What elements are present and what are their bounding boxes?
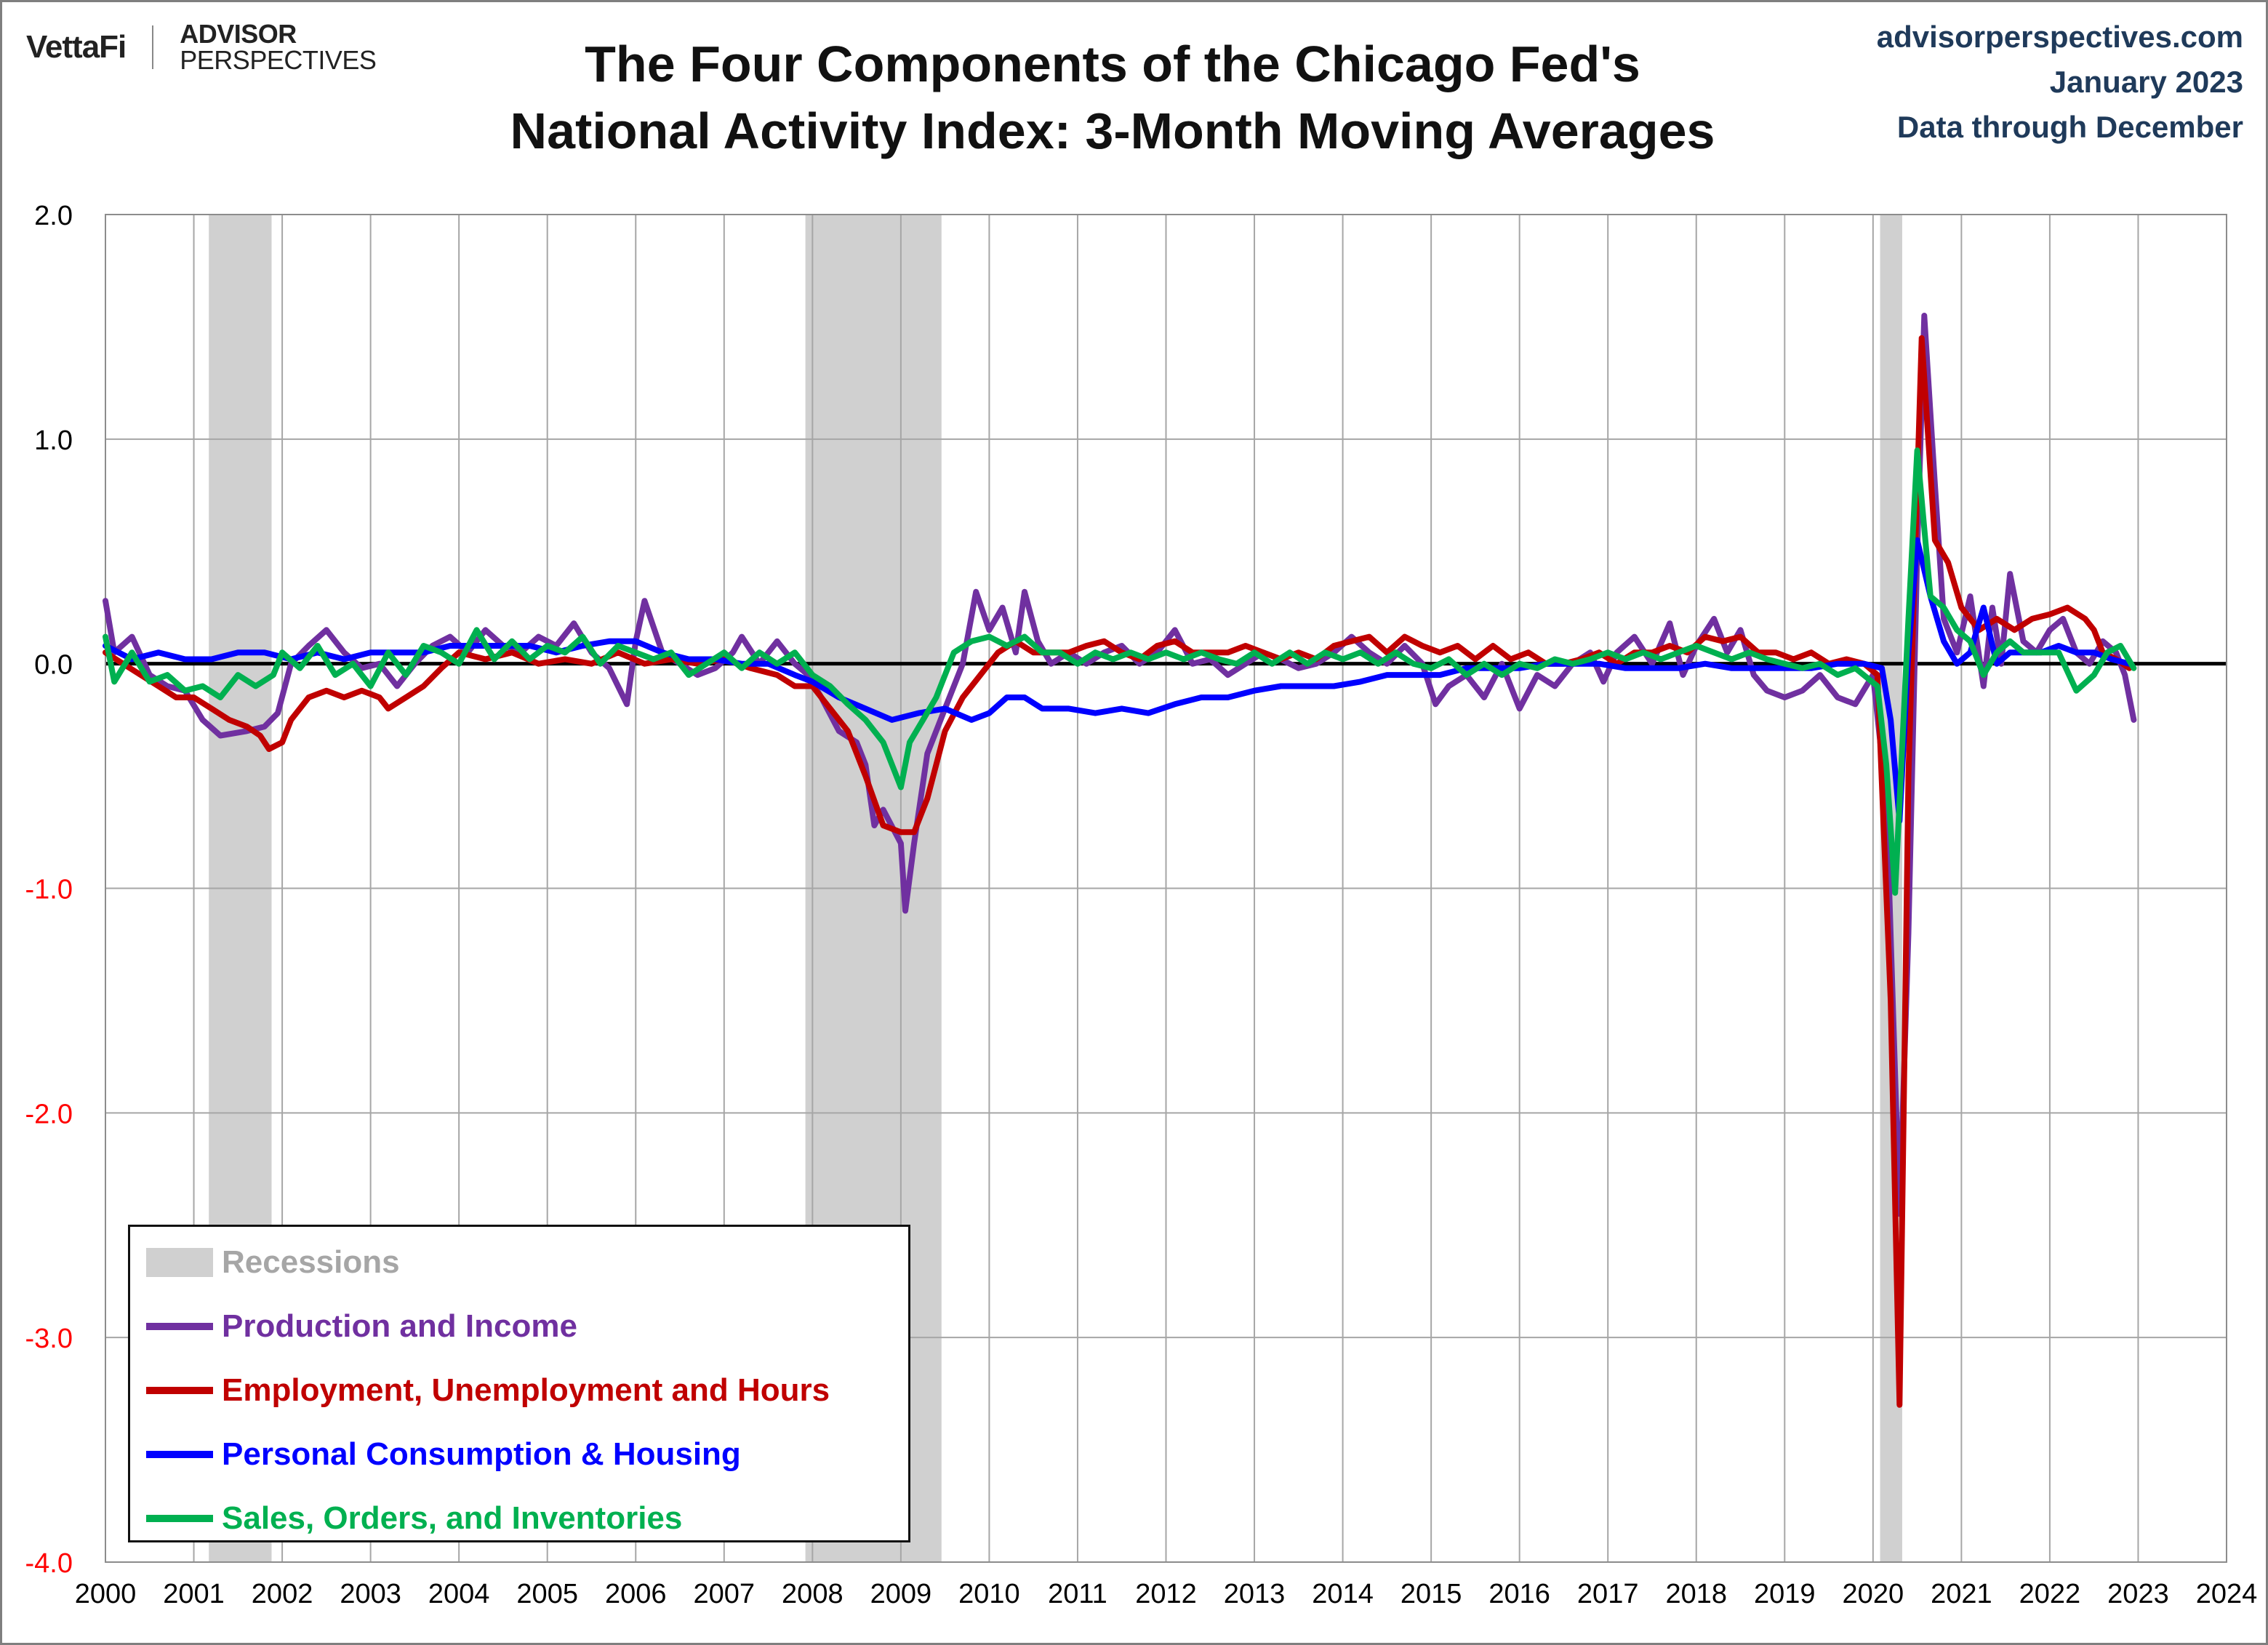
series-line-consumption	[103, 537, 2133, 824]
x-tick-label: 2021	[1931, 1579, 1992, 1609]
legend-item-production: Production and Income	[146, 1301, 577, 1352]
chart-meta: advisorperspectives.com January 2023 Dat…	[1877, 15, 2243, 150]
publish-date: January 2023	[2049, 65, 2243, 99]
legend-label-recessions: Recessions	[222, 1244, 400, 1280]
brand-ap-line2: PERSPECTIVES	[180, 45, 377, 75]
x-tick-label: 2011	[1048, 1579, 1107, 1609]
x-tick-label: 2014	[1312, 1579, 1374, 1609]
x-tick-label: 2006	[605, 1579, 667, 1609]
x-tick-label: 2020	[1843, 1579, 1904, 1609]
y-tick-label: 0.0	[34, 650, 73, 681]
legend-item-recessions: Recessions	[146, 1237, 400, 1288]
brand-ap-line1: ADVISOR	[180, 19, 297, 49]
legend-item-sales: Sales, Orders, and Inventories	[146, 1493, 682, 1544]
legend-swatch-production	[146, 1323, 213, 1330]
x-tick-label: 2016	[1488, 1579, 1550, 1609]
legend-swatch-sales	[146, 1515, 213, 1522]
x-tick-label: 2008	[782, 1579, 844, 1609]
x-tick-label: 2012	[1135, 1579, 1197, 1609]
x-tick-label: 2001	[163, 1579, 225, 1609]
y-tick-label: -3.0	[25, 1324, 73, 1354]
x-tick-label: 2005	[516, 1579, 578, 1609]
legend-label-sales: Sales, Orders, and Inventories	[222, 1500, 683, 1536]
x-tick-label: 2019	[1754, 1579, 1816, 1609]
chart-title-line2: National Activity Index: 3-Month Moving …	[510, 103, 1715, 159]
x-tick-label: 2022	[2019, 1579, 2081, 1609]
x-tick-label: 2015	[1401, 1579, 1462, 1609]
x-tick-label: 2009	[870, 1579, 932, 1609]
chart-title: The Four Components of the Chicago Fed's…	[407, 31, 1818, 164]
legend-swatch-recessions	[146, 1248, 213, 1277]
data-through-note: Data through December	[1896, 110, 2243, 144]
brand-vettafi: VettaFi	[26, 29, 127, 65]
y-tick-label: 2.0	[34, 201, 73, 231]
x-tick-label: 2024	[2196, 1579, 2258, 1609]
legend-label-production: Production and Income	[222, 1308, 577, 1344]
y-tick-label: 1.0	[34, 425, 73, 456]
chart-legend: Recessions Production and Income Employm…	[128, 1225, 910, 1542]
series-line-sales	[103, 447, 2137, 896]
y-tick-label: -1.0	[25, 875, 73, 905]
brand-divider	[152, 25, 154, 69]
plot-border	[105, 214, 2227, 1563]
x-tick-label: 2007	[694, 1579, 756, 1609]
x-tick-label: 2004	[428, 1579, 490, 1609]
x-tick-label: 2010	[958, 1579, 1020, 1609]
y-tick-label: -4.0	[25, 1548, 73, 1579]
legend-swatch-employment	[146, 1387, 213, 1394]
x-tick-label: 2023	[2107, 1579, 2169, 1609]
x-tick-label: 2017	[1577, 1579, 1639, 1609]
brand-logo: VettaFi ADVISOR PERSPECTIVES	[26, 19, 377, 75]
chart-title-line1: The Four Components of the Chicago Fed's	[585, 36, 1640, 92]
legend-label-employment: Employment, Unemployment and Hours	[222, 1372, 830, 1408]
legend-item-employment: Employment, Unemployment and Hours	[146, 1365, 830, 1416]
legend-item-consumption: Personal Consumption & Housing	[146, 1429, 741, 1480]
x-tick-label: 2003	[340, 1579, 401, 1609]
x-tick-label: 2018	[1665, 1579, 1727, 1609]
brand-advisor-perspectives: ADVISOR PERSPECTIVES	[180, 19, 377, 75]
site-url: advisorperspectives.com	[1876, 20, 2243, 54]
y-tick-label: -2.0	[25, 1099, 73, 1129]
x-tick-label: 2013	[1224, 1579, 1286, 1609]
legend-swatch-consumption	[146, 1451, 213, 1458]
x-tick-label: 2002	[252, 1579, 313, 1609]
x-tick-label: 2000	[75, 1579, 137, 1609]
legend-label-consumption: Personal Consumption & Housing	[222, 1436, 741, 1472]
